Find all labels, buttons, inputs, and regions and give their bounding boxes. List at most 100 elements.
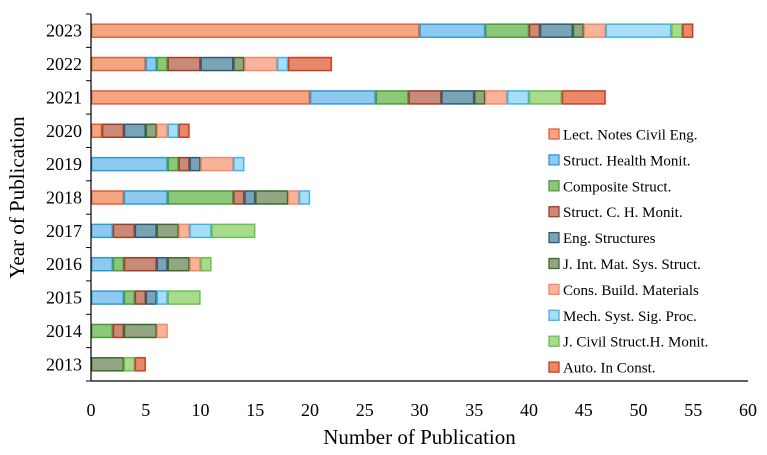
- legend-label: Mech. Syst. Sig. Proc.: [563, 309, 697, 325]
- x-tick-label: 0: [87, 400, 96, 420]
- bar-segment: [200, 156, 234, 172]
- y-tick-label: 2018: [46, 188, 82, 208]
- y-tick-label: 2016: [46, 254, 82, 274]
- bar-segment: [112, 256, 124, 272]
- x-axis-title: Number of Publication: [323, 425, 516, 449]
- legend-label: J. Int. Mat. Sys. Struct.: [563, 257, 701, 273]
- bar-segment: [123, 190, 168, 205]
- bar-segment: [156, 290, 168, 305]
- bar-segment: [244, 190, 256, 205]
- bar-segment: [90, 156, 168, 172]
- bar-segment: [123, 357, 135, 372]
- bar-segment: [528, 23, 541, 38]
- bar-segment: [528, 90, 562, 105]
- bar-segment: [134, 223, 157, 239]
- bar-segment: [90, 223, 114, 239]
- y-tick-label: 2013: [46, 354, 82, 374]
- bar-segment: [539, 23, 573, 38]
- bar-segment: [134, 357, 146, 372]
- y-tick-label: 2015: [46, 288, 82, 308]
- bar-segment: [189, 156, 201, 172]
- bar-segment: [167, 290, 201, 305]
- legend-swatch: [548, 257, 560, 270]
- bar-segment: [309, 90, 376, 105]
- y-tick-labels: 2013 2014 2015 2016 2017 2018 2019 2020 2021 2022…: [46, 13, 91, 382]
- y-axis-title: Year of Publication: [5, 116, 29, 279]
- legend-label: Auto. In Const.: [563, 361, 656, 377]
- bar-segment: [287, 56, 333, 72]
- bar-segment: [156, 123, 168, 139]
- x-tick-label: 60: [739, 400, 757, 420]
- bar-segment: [90, 357, 124, 372]
- bar-segment: [90, 256, 114, 272]
- legend-label: Lect. Notes Civil Eng.: [563, 128, 698, 144]
- legend-label: Eng. Structures: [563, 231, 656, 247]
- bar-segment: [485, 23, 530, 38]
- bar-segment: [90, 90, 311, 105]
- bar-segment: [156, 256, 168, 272]
- x-tick-label: 25: [356, 400, 374, 420]
- x-tick-label: 30: [411, 400, 429, 420]
- bar-segment: [255, 190, 289, 205]
- bar-segment: [287, 190, 300, 205]
- bar-segment: [123, 123, 146, 139]
- x-tick-label: 40: [520, 400, 538, 420]
- bar-segment: [189, 223, 212, 239]
- y-tick-label: 2014: [46, 321, 82, 341]
- legend-swatch: [548, 180, 560, 192]
- y-tick-label: 2022: [46, 54, 82, 74]
- bar-segment: [671, 23, 683, 38]
- bar-segment: [90, 23, 420, 38]
- x-tick-label: 5: [141, 400, 150, 420]
- bar-segment: [605, 23, 672, 38]
- bar-segment: [145, 123, 157, 139]
- bar-segment: [167, 156, 179, 172]
- bar-segment: [189, 256, 201, 272]
- legend-swatch: [548, 335, 560, 347]
- bar-segment: [167, 190, 234, 205]
- bar-segment: [375, 90, 409, 105]
- bar-segment: [90, 56, 146, 72]
- bar-segment: [506, 90, 530, 105]
- bar-segment: [90, 123, 103, 139]
- y-tick-label: 2020: [46, 121, 82, 141]
- x-tick-label: 55: [684, 400, 702, 420]
- legend-swatch: [548, 128, 560, 140]
- legend-swatch: [548, 309, 560, 321]
- bar-segment: [441, 90, 475, 105]
- bar-segment: [561, 90, 606, 105]
- bars-layer: [90, 23, 694, 372]
- x-tick-label: 35: [465, 400, 483, 420]
- bar-segment: [572, 23, 584, 38]
- bar-segment: [178, 223, 190, 239]
- legend-label: Composite Struct.: [563, 179, 671, 195]
- y-tick-label: 2021: [46, 87, 82, 107]
- bar-segment: [298, 190, 311, 205]
- x-tick-label: 45: [575, 400, 593, 420]
- bar-segment: [233, 156, 245, 172]
- bar-segment: [200, 256, 212, 272]
- legend-label: Struct. C. H. Monit.: [563, 205, 683, 221]
- bar-segment: [178, 156, 190, 172]
- x-tick-label: 20: [301, 400, 319, 420]
- bar-segment: [123, 256, 157, 272]
- y-tick-label: 2017: [46, 221, 82, 241]
- legend-swatch: [548, 283, 560, 296]
- bar-segment: [233, 56, 245, 72]
- bar-segment: [211, 223, 256, 239]
- bar-segment: [200, 56, 234, 72]
- bar-segment: [101, 123, 125, 139]
- bar-segment: [167, 123, 179, 139]
- bar-segment: [145, 290, 157, 305]
- bar-segment: [277, 56, 289, 72]
- legend-label: Cons. Build. Materials: [563, 283, 699, 299]
- bar-segment: [134, 290, 146, 305]
- bar-segment: [244, 56, 278, 72]
- bar-segment: [112, 323, 124, 339]
- y-tick-label: 2019: [46, 154, 82, 174]
- bar-segment: [156, 323, 168, 339]
- bar-segment: [419, 23, 486, 38]
- legend: Lect. Notes Civil Eng. Struct. Health Mon…: [548, 128, 708, 377]
- legend-swatch: [548, 231, 560, 244]
